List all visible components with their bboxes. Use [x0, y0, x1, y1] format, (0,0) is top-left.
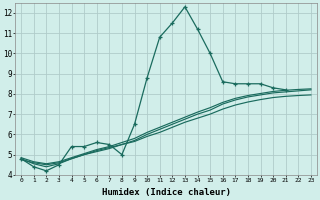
X-axis label: Humidex (Indice chaleur): Humidex (Indice chaleur) [101, 188, 230, 197]
